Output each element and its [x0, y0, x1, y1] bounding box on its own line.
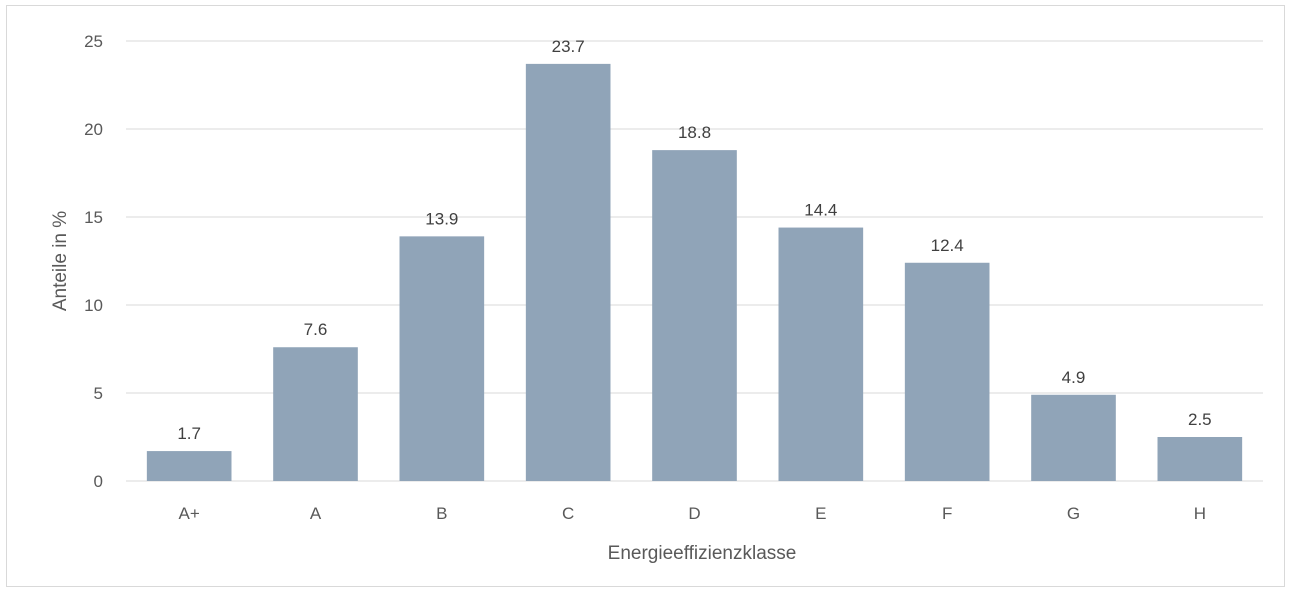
- y-tick-label: 25: [84, 32, 103, 51]
- x-tick-label: H: [1194, 504, 1206, 523]
- chart-frame: [6, 5, 1285, 587]
- data-labels: 1.7 7.6 13.9 23.7 18.8 14.4 12.4 4.9 2.5: [177, 37, 1211, 443]
- y-tick-label: 15: [84, 208, 103, 227]
- x-axis-ticks: A+ A B C D E F G H: [179, 504, 1206, 523]
- data-label: 18.8: [678, 123, 711, 142]
- bar: [1157, 437, 1243, 481]
- x-tick-label: C: [562, 504, 574, 523]
- bars: [146, 63, 1243, 481]
- bar: [399, 236, 485, 481]
- data-label: 14.4: [804, 201, 837, 220]
- y-tick-label: 0: [94, 472, 103, 491]
- data-label: 2.5: [1188, 410, 1212, 429]
- bar: [273, 347, 358, 481]
- x-tick-label: A+: [179, 504, 200, 523]
- data-label: 4.9: [1062, 368, 1086, 387]
- x-tick-label: D: [688, 504, 700, 523]
- data-label: 23.7: [552, 37, 585, 56]
- x-axis-title: Energieeffizienzklasse: [608, 543, 797, 564]
- data-label: 1.7: [177, 424, 201, 443]
- x-tick-label: G: [1067, 504, 1080, 523]
- x-tick-label: B: [436, 504, 447, 523]
- y-axis-title: Anteile in %: [50, 211, 71, 311]
- bar: [778, 227, 864, 481]
- y-axis-ticks: 0 5 10 15 20 25: [84, 32, 103, 491]
- y-tick-label: 5: [94, 384, 103, 403]
- x-tick-label: F: [942, 504, 952, 523]
- bar: [146, 451, 232, 481]
- data-label: 7.6: [304, 320, 328, 339]
- bar: [525, 63, 611, 481]
- bar: [904, 262, 990, 481]
- bar: [652, 150, 737, 481]
- bar: [1031, 394, 1116, 481]
- x-tick-label: A: [310, 504, 322, 523]
- data-label: 12.4: [931, 236, 964, 255]
- x-tick-label: E: [815, 504, 826, 523]
- y-tick-label: 10: [84, 296, 103, 315]
- data-label: 13.9: [425, 209, 458, 228]
- y-tick-label: 20: [84, 120, 103, 139]
